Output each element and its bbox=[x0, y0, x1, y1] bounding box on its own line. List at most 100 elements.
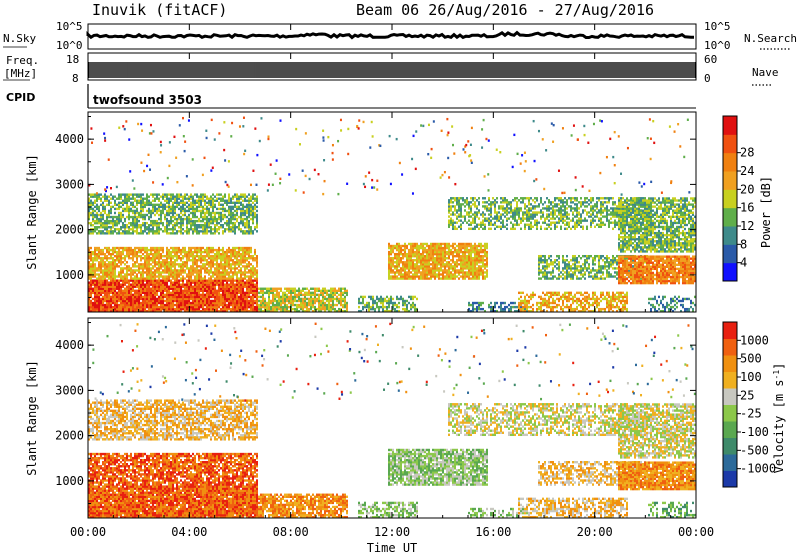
heatmap-cell bbox=[190, 265, 192, 267]
heatmap-cell bbox=[162, 259, 164, 261]
heatmap-cell bbox=[134, 247, 136, 249]
heatmap-cell bbox=[118, 304, 120, 306]
heatmap-cell bbox=[96, 253, 98, 255]
heatmap-cell bbox=[164, 255, 166, 257]
heatmap-cell bbox=[142, 263, 144, 265]
heatmap-cell bbox=[90, 247, 92, 249]
heatmap-cell bbox=[176, 247, 178, 249]
heatmap-cell bbox=[152, 253, 154, 255]
heatmap-cell bbox=[178, 279, 180, 281]
nave-tick-top: 60 bbox=[704, 53, 717, 66]
heatmap-cell bbox=[126, 261, 128, 263]
heatmap-cell bbox=[112, 257, 114, 259]
heatmap-cell bbox=[102, 249, 104, 251]
heatmap-cell bbox=[92, 302, 94, 304]
heatmap-cell bbox=[138, 277, 140, 279]
heatmap-cell bbox=[114, 247, 116, 249]
heatmap-cell bbox=[98, 273, 100, 275]
heatmap-cell bbox=[106, 263, 108, 265]
heatmap-cell bbox=[112, 306, 114, 308]
heatmap-cell bbox=[100, 249, 102, 251]
heatmap-cell bbox=[144, 247, 146, 249]
heatmap-cell bbox=[122, 247, 124, 249]
heatmap-cell bbox=[200, 294, 202, 296]
heatmap-cell bbox=[144, 271, 146, 273]
heatmap-cell bbox=[220, 294, 222, 296]
heatmap-cell bbox=[104, 247, 106, 249]
heatmap-cell bbox=[98, 261, 100, 263]
heatmap-cell bbox=[108, 247, 110, 249]
heatmap-cell bbox=[184, 247, 186, 249]
heatmap-cell bbox=[186, 251, 188, 253]
heatmap-cell bbox=[122, 261, 124, 263]
heatmap-cell bbox=[180, 249, 182, 251]
heatmap-cell bbox=[156, 279, 158, 281]
heatmap-cell bbox=[150, 267, 152, 269]
heatmap-cell bbox=[238, 296, 240, 298]
heatmap-cell bbox=[118, 265, 120, 267]
heatmap-cell bbox=[120, 251, 122, 253]
heatmap-cell bbox=[140, 271, 142, 273]
heatmap-cell bbox=[170, 292, 172, 294]
heatmap-cell bbox=[158, 247, 160, 249]
nsearch-label: N.Search bbox=[744, 32, 797, 45]
heatmap-cell bbox=[128, 265, 130, 267]
nsky-tick-bottom: 10^0 bbox=[56, 39, 83, 52]
cpid-program: twofsound 3503 bbox=[93, 93, 202, 107]
heatmap-cell bbox=[148, 249, 150, 251]
beam-date-title: Beam 06 26/Aug/2016 - 27/Aug/2016 bbox=[356, 1, 654, 19]
heatmap-cell bbox=[212, 279, 214, 281]
heatmap-cell bbox=[170, 251, 172, 253]
heatmap-cell bbox=[118, 271, 120, 273]
heatmap-cell bbox=[124, 247, 126, 249]
heatmap-cell bbox=[220, 308, 222, 310]
heatmap-cell bbox=[164, 294, 166, 296]
heatmap-cell bbox=[254, 283, 256, 285]
heatmap-cell bbox=[158, 296, 160, 298]
heatmap-cell bbox=[140, 302, 142, 304]
heatmap-cell bbox=[130, 257, 132, 259]
heatmap-cell bbox=[90, 300, 92, 302]
heatmap-cell bbox=[148, 253, 150, 255]
heatmap-cell bbox=[116, 263, 118, 265]
heatmap-cell bbox=[186, 279, 188, 281]
heatmap-cell bbox=[140, 255, 142, 257]
heatmap-cell bbox=[138, 255, 140, 257]
heatmap-cell bbox=[124, 267, 126, 269]
heatmap-cell bbox=[110, 253, 112, 255]
power-panel: 1000200030004000 Slant Range [km] 481216… bbox=[25, 112, 773, 312]
heatmap-cell bbox=[120, 247, 122, 249]
heatmap-cell bbox=[162, 247, 164, 249]
heatmap-cell bbox=[102, 257, 104, 259]
heatmap-cell bbox=[116, 275, 118, 277]
heatmap-cell bbox=[124, 273, 126, 275]
heatmap-cell bbox=[110, 261, 112, 263]
heatmap-cell bbox=[152, 265, 154, 267]
heatmap-cell bbox=[150, 263, 152, 265]
heatmap-cell bbox=[102, 269, 104, 271]
heatmap-cell bbox=[216, 290, 218, 292]
heatmap-cell bbox=[178, 269, 180, 271]
noise-trace bbox=[88, 33, 694, 38]
heatmap-cell bbox=[180, 277, 182, 279]
heatmap-cell bbox=[116, 292, 118, 294]
heatmap-cell bbox=[96, 277, 98, 279]
heatmap-cell bbox=[174, 308, 176, 310]
heatmap-cell bbox=[156, 261, 158, 263]
heatmap-cell bbox=[174, 259, 176, 261]
heatmap-cell bbox=[246, 279, 248, 281]
heatmap-cell bbox=[230, 308, 232, 310]
heatmap-cell bbox=[116, 247, 118, 249]
heatmap-cell bbox=[174, 304, 176, 306]
heatmap-cell bbox=[132, 263, 134, 265]
heatmap-cell bbox=[186, 273, 188, 275]
heatmap-cell bbox=[164, 304, 166, 306]
heatmap-cell bbox=[124, 255, 126, 257]
heatmap-cell bbox=[178, 255, 180, 257]
heatmap-cell bbox=[234, 283, 236, 285]
nave-label: Nave bbox=[752, 66, 779, 79]
heatmap-cell bbox=[184, 283, 186, 285]
heatmap-cell bbox=[156, 298, 158, 300]
heatmap-cell bbox=[130, 247, 132, 249]
heatmap-cell bbox=[104, 261, 106, 263]
